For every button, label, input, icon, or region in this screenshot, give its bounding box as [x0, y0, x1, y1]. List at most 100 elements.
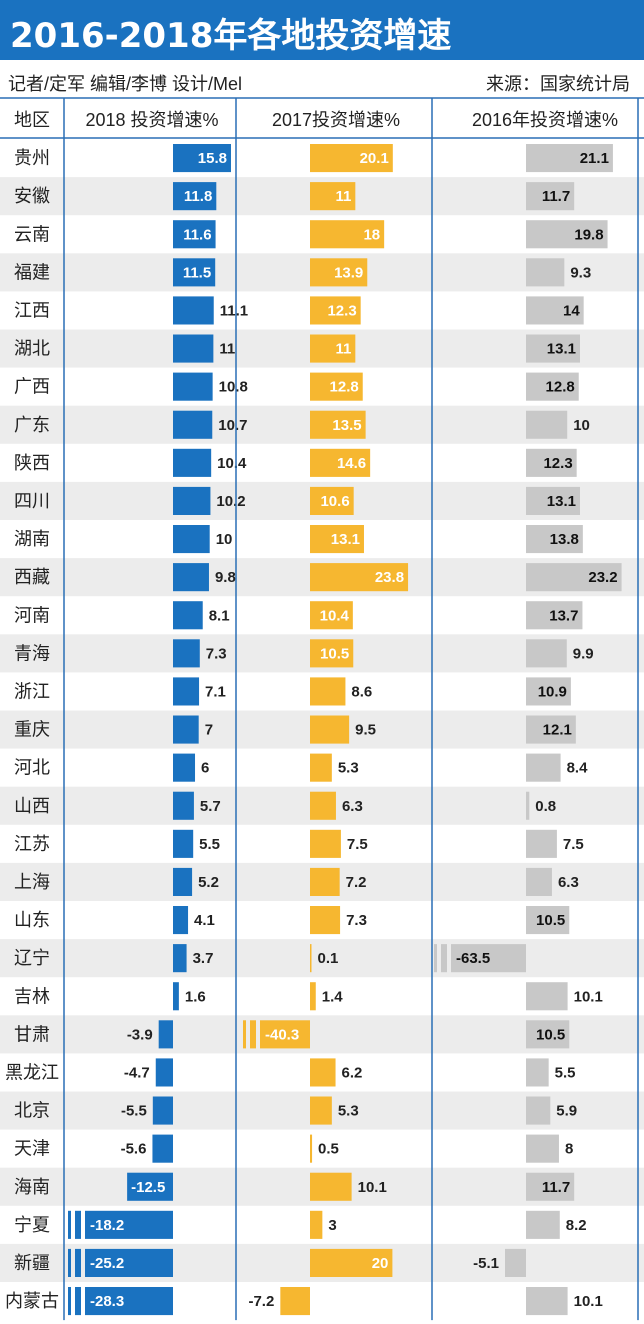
data-label: 11.1	[220, 302, 248, 319]
province-label: 吉林	[14, 986, 50, 1006]
row-stripe	[0, 939, 644, 978]
bar-break-mark	[75, 1248, 81, 1277]
data-label: 5.5	[555, 1064, 576, 1081]
bar	[310, 1172, 352, 1201]
bar	[526, 601, 583, 630]
province-label: 广西	[14, 377, 50, 397]
data-label: 6	[201, 760, 209, 777]
province-label: 青海	[14, 643, 50, 663]
bar	[310, 334, 356, 363]
data-label: 7.3	[346, 912, 367, 929]
data-label: 10.6	[320, 493, 349, 510]
bar-break-mark	[243, 1020, 246, 1049]
data-label: 11.5	[183, 264, 211, 281]
data-label: 0.1	[318, 950, 339, 967]
bar	[260, 1020, 310, 1049]
bar	[310, 1096, 332, 1125]
bar	[310, 563, 409, 592]
bar	[173, 563, 209, 592]
bar	[526, 829, 557, 858]
bar	[526, 296, 584, 325]
data-label: 14	[563, 302, 580, 319]
bar	[526, 144, 613, 173]
bar	[173, 372, 213, 401]
bar	[152, 1134, 173, 1163]
bar	[85, 1287, 173, 1316]
bar	[310, 791, 336, 820]
province-label: 宁夏	[14, 1215, 50, 1235]
data-label: 10.2	[216, 493, 245, 510]
data-label: 15.8	[198, 150, 227, 167]
province-label: 北京	[14, 1101, 50, 1121]
data-label: 11.6	[183, 226, 211, 243]
data-label: 12.8	[546, 379, 575, 396]
province-label: 山东	[14, 910, 50, 930]
bar	[310, 220, 385, 249]
category-header: 地区	[14, 110, 50, 130]
data-label: 7.5	[347, 836, 368, 853]
data-label: -25.2	[90, 1255, 124, 1272]
bar	[310, 525, 364, 554]
credits: 记者/定军 编辑/李博 设计/Mel	[8, 74, 243, 94]
data-label: 10.9	[538, 683, 567, 700]
bar	[526, 791, 530, 820]
data-label: 11.7	[542, 188, 570, 205]
bar	[173, 906, 189, 935]
data-label: 7.1	[205, 683, 226, 700]
data-label: 9.9	[573, 645, 594, 662]
data-label: 5.5	[199, 836, 220, 853]
bar-break-mark	[68, 1248, 71, 1277]
data-label: 7.2	[346, 874, 367, 891]
data-label: 10.1	[358, 1179, 387, 1196]
bar	[310, 1210, 323, 1239]
data-label: 12.3	[327, 302, 356, 319]
bar	[173, 753, 196, 782]
bar	[280, 1287, 310, 1316]
data-label: 10.4	[217, 455, 247, 472]
bar	[526, 867, 552, 896]
data-label: -5.1	[473, 1255, 499, 1272]
data-label: 3.7	[193, 950, 214, 967]
bar	[173, 220, 216, 249]
bar-break-mark	[68, 1210, 71, 1239]
bar	[526, 563, 622, 592]
bar	[173, 258, 216, 287]
bar	[526, 677, 571, 706]
province-label: 辽宁	[14, 948, 50, 968]
bar	[526, 1096, 551, 1125]
page-title: 2016-2018年各地投资增速	[10, 16, 452, 56]
data-label: -18.2	[90, 1217, 124, 1234]
data-label: -4.7	[124, 1064, 150, 1081]
data-label: 13.8	[550, 531, 579, 548]
data-label: 12.1	[543, 722, 572, 739]
data-label: 6.2	[342, 1064, 363, 1081]
bar	[526, 906, 570, 935]
data-label: 10.7	[218, 417, 247, 434]
data-label: 5.3	[338, 1103, 359, 1120]
bar	[173, 182, 217, 211]
data-label: 10	[216, 531, 233, 548]
province-label: 新疆	[14, 1253, 50, 1273]
title-bar: 2016-2018年各地投资增速	[0, 0, 644, 60]
bar	[173, 677, 200, 706]
data-label: 12.8	[330, 379, 359, 396]
bar	[310, 639, 354, 668]
bar	[155, 1058, 173, 1087]
data-label: 23.2	[588, 569, 617, 586]
data-label: -40.3	[265, 1026, 299, 1043]
province-label: 福建	[14, 262, 50, 282]
bar	[173, 715, 199, 744]
bar-break-mark	[68, 1287, 71, 1316]
data-label: 13.1	[331, 531, 360, 548]
data-label: 10.4	[320, 607, 350, 624]
province-label: 河南	[14, 605, 50, 625]
data-label: 10.1	[574, 1293, 603, 1310]
province-label: 西藏	[14, 567, 50, 587]
bar	[310, 258, 368, 287]
data-label: 23.8	[375, 569, 404, 586]
data-label: -63.5	[456, 950, 490, 967]
data-label: 13.5	[332, 417, 361, 434]
bar	[85, 1248, 173, 1277]
data-label: 9.8	[215, 569, 236, 586]
